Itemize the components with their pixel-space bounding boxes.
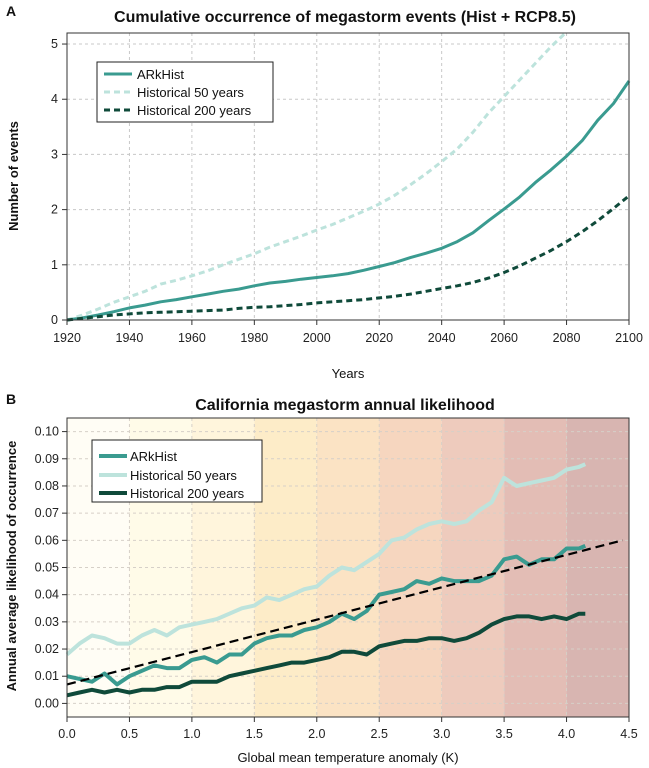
- legend-a-label-hist200: Historical 200 years: [137, 103, 252, 118]
- panel-b-xtick-label: 4.5: [620, 727, 637, 741]
- panel-b-ytick-label: 0.05: [35, 561, 59, 575]
- panel-b-line-trend: [66, 539, 624, 686]
- panel-b-xtick-label: 0.5: [121, 727, 138, 741]
- panel-a-line-arkhist: [66, 80, 631, 322]
- panel-a-series: [66, 30, 631, 322]
- panel-b-ytick-label: 0.03: [35, 615, 59, 629]
- panel-a-ytick-label: 5: [51, 37, 58, 51]
- panel-b-ytick-label: 0.10: [35, 425, 59, 439]
- panel-b-xtick-label: 3.0: [433, 727, 450, 741]
- legend-a-label-hist50: Historical 50 years: [137, 85, 244, 100]
- panel-a-xtick-label: 2080: [553, 331, 581, 345]
- panel-a-title: Cumulative occurrence of megastorm event…: [114, 9, 576, 26]
- panel-b-xtick-label: 1.0: [183, 727, 200, 741]
- panel-a-xtick-label: 1940: [116, 331, 144, 345]
- panel-letter-a: A: [6, 3, 16, 19]
- panel-a-ylabel: Number of events: [6, 121, 21, 231]
- panel-a-xtick-label: 1920: [53, 331, 81, 345]
- legend-b-label-hist200: Historical 200 years: [130, 486, 245, 501]
- panel-a-legend: ARkHist Historical 50 years Historical 2…: [96, 61, 274, 123]
- panel-b-ytick-label: 0.07: [35, 506, 59, 520]
- panel-a-xlabel: Years: [332, 366, 365, 381]
- panel-b-xtick-label: 4.0: [558, 727, 575, 741]
- legend-b-label-hist50: Historical 50 years: [130, 468, 237, 483]
- panel-a-line-hist50: [66, 30, 568, 322]
- panel-b-ytick-label: 0.01: [35, 669, 59, 683]
- panel-b-ytick-label: 0.06: [35, 533, 59, 547]
- panel-a-xtick-label: 2000: [303, 331, 331, 345]
- panel-a-xtick-label: 2060: [490, 331, 518, 345]
- panel-b-xlabel: Global mean temperature anomaly (K): [237, 750, 458, 765]
- panel-b-series: [65, 462, 624, 698]
- panel-b-ytick-label: 0.00: [35, 696, 59, 710]
- panel-b-legend: ARkHist Historical 50 years Historical 2…: [91, 439, 263, 503]
- panel-b-ticks: 0.0 0.5 1.0 1.5 2.0 2.5 3.0 3.5 4.0 4.5 0.00 0.01 0.…: [35, 425, 638, 741]
- panel-a-ytick-label: 1: [51, 258, 58, 272]
- panel-a-ticks: 1920 1940 1960 1980 2000 2020 2040 2060 2080 2100…: [51, 37, 643, 345]
- panel-b-xtick-label: 3.5: [495, 727, 512, 741]
- panel-b-xtick-label: 2.0: [308, 727, 325, 741]
- panel-a-xtick-label: 1980: [240, 331, 268, 345]
- panel-b-line-hist200: [66, 611, 586, 698]
- panel-a-ytick-label: 3: [51, 147, 58, 161]
- panel-b-line-hist50: [65, 462, 587, 657]
- panel-a-xtick-label: 1960: [178, 331, 206, 345]
- panel-b-ylabel: Annual average likelihood of occurrence: [4, 441, 19, 692]
- panel-b-title: California megastorm annual likelihood: [195, 397, 495, 414]
- panel-a-xtick-label: 2100: [615, 331, 643, 345]
- panel-a-ytick-label: 4: [51, 92, 58, 106]
- panel-b-ytick-label: 0.02: [35, 642, 59, 656]
- legend-b-label-arkhist: ARkHist: [130, 449, 177, 464]
- panel-a-frame: [66, 32, 630, 321]
- panel-b-xtick-label: 1.5: [246, 727, 263, 741]
- panel-a-xtick-label: 2020: [365, 331, 393, 345]
- panel-a-line-hist200: [66, 194, 630, 322]
- panel-letter-b: B: [6, 391, 16, 407]
- panel-b-ytick-label: 0.09: [35, 452, 59, 466]
- legend-a-label-arkhist: ARkHist: [137, 67, 184, 82]
- panel-b-line-arkhist: [66, 543, 587, 687]
- panel-a-ytick-label: 0: [51, 313, 58, 327]
- panel-b-ytick-label: 0.04: [35, 588, 59, 602]
- panel-a-ytick-label: 2: [51, 203, 58, 217]
- panel-a-xtick-label: 2040: [428, 331, 456, 345]
- panel-b-ytick-label: 0.08: [35, 479, 59, 493]
- panel-b-xtick-label: 0.0: [58, 727, 75, 741]
- panel-b-xtick-label: 2.5: [371, 727, 388, 741]
